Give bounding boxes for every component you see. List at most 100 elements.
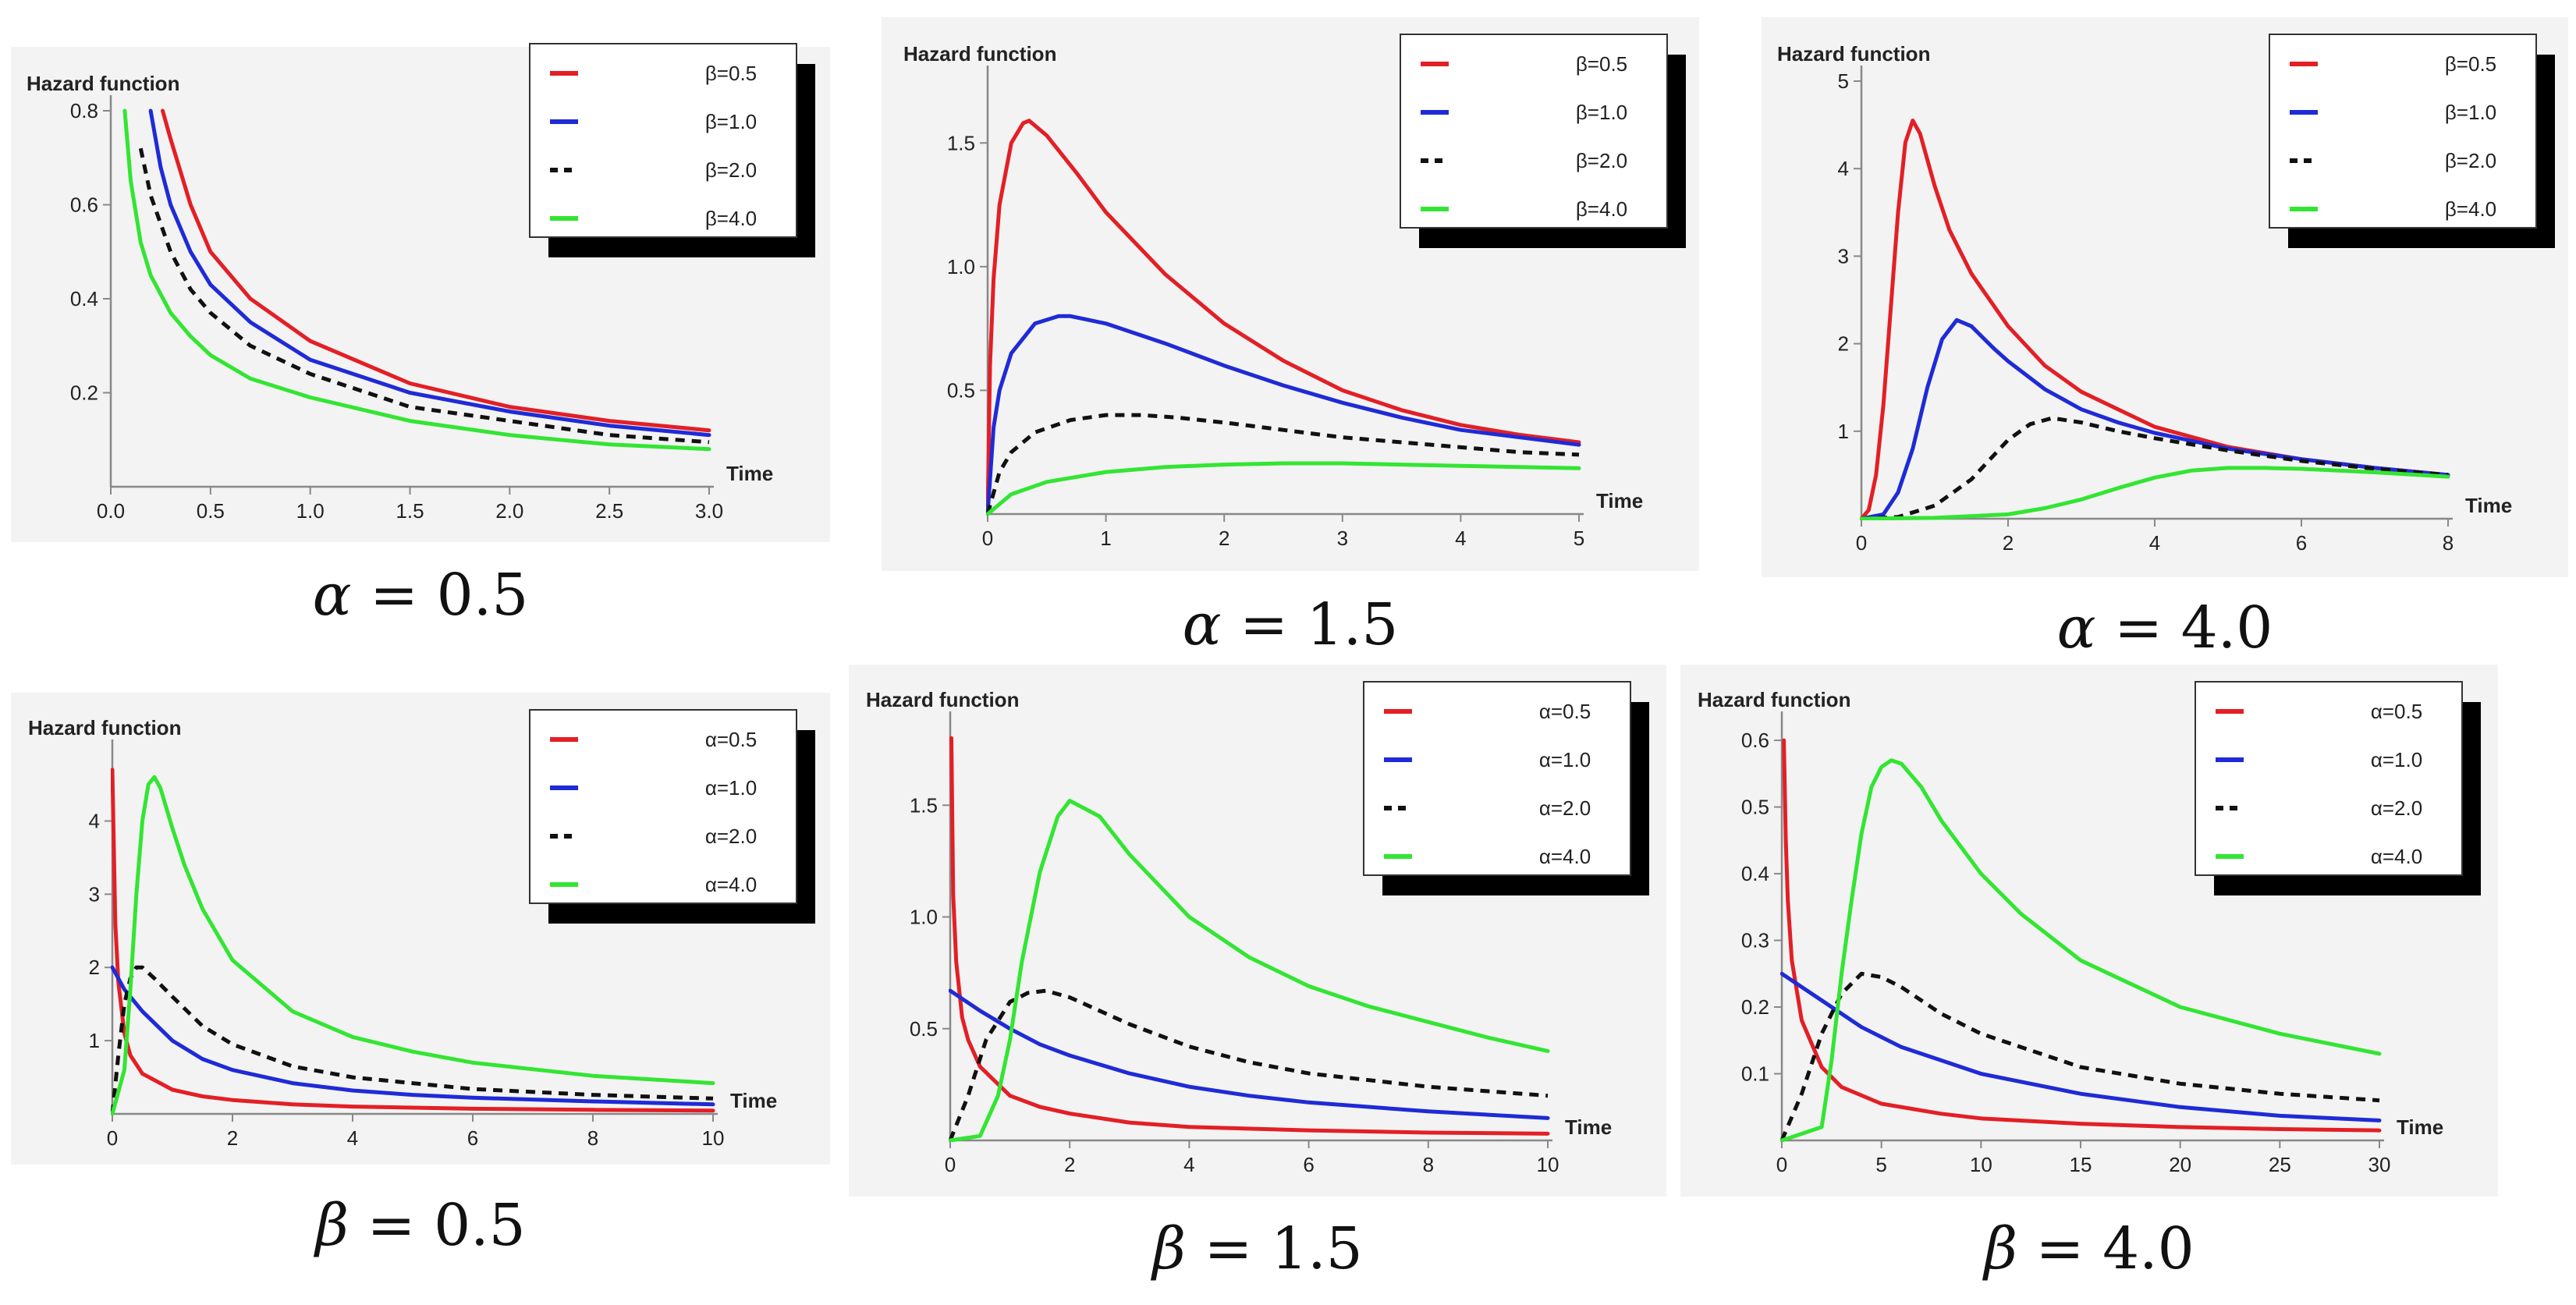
legend-label: β=1.0 [705, 110, 757, 133]
legend-label: β=2.0 [1576, 149, 1627, 172]
caption-value: = 4.0 [2114, 594, 2273, 661]
caption-value: = 1.5 [1240, 591, 1399, 658]
x-tick-label: 0 [1776, 1153, 1787, 1176]
y-tick-label: 0.2 [70, 381, 98, 405]
series-line-1 [161, 108, 711, 433]
legend-label: α=1.0 [2371, 748, 2422, 771]
y-axis-title: Hazard function [1777, 42, 1930, 66]
y-tick-label: 0.6 [70, 193, 98, 217]
x-tick-label: 10 [702, 1126, 725, 1150]
caption-symbol: β [1984, 1215, 2018, 1282]
legend-label: β=2.0 [705, 158, 757, 182]
caption-symbol: α [312, 562, 352, 629]
caption-value: = 0.5 [367, 1192, 526, 1259]
legend: β=0.5 β=1.0 β=2.0 β=4.0 [529, 43, 815, 257]
legend-label: α=4.0 [2371, 845, 2422, 868]
x-tick-label: 3.0 [695, 499, 723, 523]
x-tick-label: 5 [1875, 1153, 1886, 1176]
x-tick-label: 6 [467, 1126, 478, 1150]
legend-box [2269, 34, 2537, 229]
x-tick-label: 0 [945, 1153, 956, 1176]
chart-svg: Hazard function Time 0.0 0.5 1.0 1.5 2.0 2.5 3.0… [27, 43, 815, 523]
chart-panel-alpha-4-0: Hazard function Time 0 2 4 6 8 1 2 3 4 5 β=0.5 β=1.0 β… [1762, 17, 2568, 577]
legend-label: α=2.0 [2371, 796, 2422, 820]
x-tick-label: 3 [1337, 527, 1348, 550]
legend-label: α=2.0 [1539, 796, 1591, 820]
caption-symbol: β [1152, 1215, 1187, 1282]
series-line-4 [111, 775, 715, 1115]
series-line-4 [1780, 758, 2382, 1142]
y-axis-title: Hazard function [903, 42, 1056, 66]
legend-label: α=1.0 [1539, 748, 1591, 771]
x-tick-label: 2.5 [595, 499, 623, 523]
caption-symbol: β [315, 1192, 349, 1259]
legend-label: α=1.0 [705, 776, 757, 800]
series-line-2 [148, 108, 711, 438]
y-tick-label: 1.0 [910, 906, 938, 929]
x-tick-label: 10 [1970, 1153, 1992, 1176]
y-tick-label: 3 [1838, 244, 1849, 268]
series-line-2 [1780, 971, 2382, 1122]
x-tick-label: 1 [1100, 527, 1111, 550]
caption-alpha-1-5: α = 1.5 [882, 591, 1699, 658]
legend-label: α=2.0 [705, 824, 757, 848]
y-tick-label: 1 [1838, 420, 1849, 443]
y-tick-label: 4 [1838, 157, 1849, 180]
y-tick-label: 0.5 [1741, 796, 1769, 819]
legend-label: β=2.0 [2445, 149, 2496, 172]
legend-box [2195, 681, 2463, 876]
plot-area [1780, 738, 2382, 1142]
x-tick-label: 25 [2269, 1153, 2291, 1176]
x-tick-label: 4 [347, 1126, 358, 1150]
x-axis-title: Time [726, 462, 773, 485]
y-tick-label: 1 [89, 1029, 100, 1052]
y-axis-title: Hazard function [27, 72, 179, 95]
legend-box [1400, 34, 1668, 229]
series-line-2 [1860, 317, 2450, 520]
x-tick-label: 0 [982, 527, 993, 550]
x-axis-title: Time [2397, 1115, 2443, 1139]
caption-value: = 4.0 [2035, 1215, 2195, 1282]
caption-beta-4-0: β = 4.0 [1680, 1215, 2498, 1282]
x-tick-label: 0.5 [197, 499, 225, 523]
legend-label: β=0.5 [705, 62, 757, 85]
series-line-3 [949, 988, 1549, 1141]
x-tick-label: 2 [1219, 527, 1229, 550]
legend-label: α=0.5 [1539, 700, 1591, 723]
series-line-2 [111, 965, 715, 1107]
legend-label: β=1.0 [2445, 101, 2496, 124]
x-tick-label: 4 [1183, 1153, 1194, 1176]
plot-area [111, 768, 715, 1115]
x-tick-label: 0 [1856, 531, 1867, 555]
x-tick-label: 1.5 [396, 499, 424, 523]
legend-label: β=4.0 [705, 207, 757, 230]
series-line-4 [1860, 466, 2450, 520]
series-line-3 [138, 147, 710, 445]
x-tick-label: 8 [2443, 531, 2454, 555]
series-line-3 [1861, 416, 2449, 520]
caption-beta-1-5: β = 1.5 [849, 1215, 1666, 1282]
legend-box [529, 43, 797, 238]
legend-label: α=0.5 [2371, 700, 2422, 723]
x-tick-label: 30 [2368, 1153, 2391, 1176]
y-tick-label: 0.8 [70, 99, 98, 122]
caption-alpha-4-0: α = 4.0 [1762, 594, 2568, 661]
series-line-4 [122, 108, 711, 452]
y-tick-label: 0.4 [70, 287, 98, 310]
chart-panel-alpha-0-5: Hazard function Time 0.0 0.5 1.0 1.5 2.0 2.5 3.0… [11, 43, 830, 542]
legend-box [1363, 681, 1631, 876]
x-tick-label: 5 [1574, 527, 1584, 550]
chart-svg: Hazard function Time 0 2 4 6 8 10 0.5 1.0 1.5 α=0.5… [866, 681, 1649, 1176]
y-tick-label: 0.5 [910, 1017, 938, 1041]
caption-value: = 1.5 [1204, 1215, 1363, 1282]
x-tick-label: 2 [227, 1126, 238, 1150]
series-line-1 [986, 119, 1581, 516]
legend-label: β=4.0 [1576, 197, 1627, 221]
y-tick-label: 5 [1838, 69, 1849, 93]
plot-area [949, 736, 1550, 1142]
y-tick-label: 2 [1838, 332, 1849, 356]
legend-label: β=1.0 [1576, 101, 1627, 124]
y-axis-title: Hazard function [1698, 688, 1850, 711]
